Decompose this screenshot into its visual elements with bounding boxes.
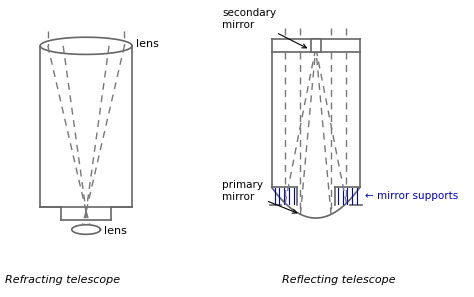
Text: secondary
mirror: secondary mirror xyxy=(222,8,306,48)
Text: lens: lens xyxy=(104,226,127,236)
Bar xyxy=(311,39,320,52)
Text: lens: lens xyxy=(136,39,159,49)
Text: Refracting telescope: Refracting telescope xyxy=(5,275,120,285)
Text: primary
mirror: primary mirror xyxy=(222,180,297,213)
Text: Reflecting telescope: Reflecting telescope xyxy=(283,275,396,285)
Text: ← mirror supports: ← mirror supports xyxy=(365,191,458,201)
